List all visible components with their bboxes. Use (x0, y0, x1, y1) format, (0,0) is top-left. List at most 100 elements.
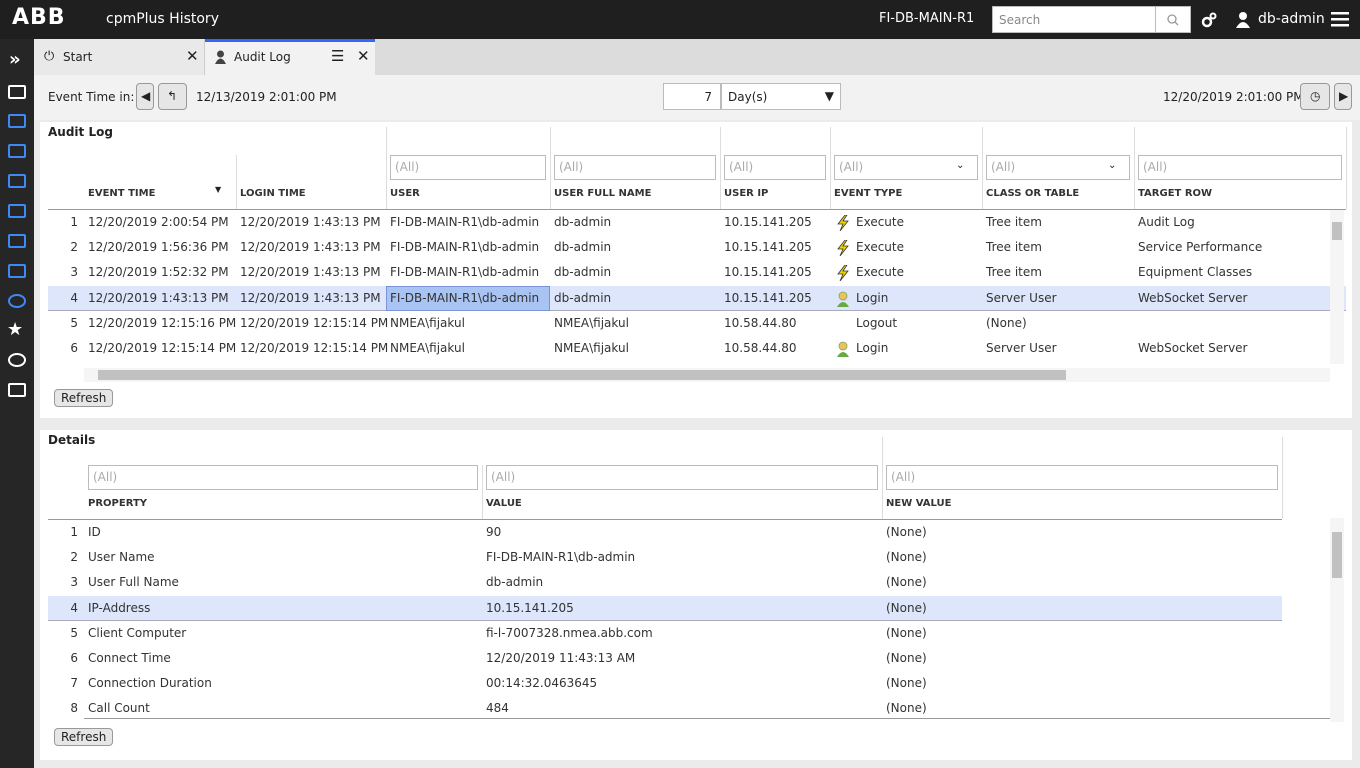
tab-close[interactable]: ✕ (186, 47, 199, 65)
user-name[interactable]: db-admin (1258, 11, 1325, 27)
cell: 10.58.44.80 (724, 315, 797, 330)
cell: Connect Time (88, 651, 171, 665)
filter-input[interactable]: (All) (886, 465, 1278, 490)
row-number: 5 (70, 625, 78, 640)
tab[interactable]: ⏻ Start ✕ (34, 39, 205, 75)
cell: Server User (986, 290, 1057, 305)
row-highlight (48, 285, 1346, 311)
logo: ABB (12, 5, 66, 30)
execute-icon (836, 239, 850, 257)
column-header: CLASS OR TABLE (986, 188, 1080, 199)
filter-dropdown[interactable]: ⌄ (956, 160, 965, 171)
filter-input[interactable]: (All) (986, 155, 1130, 180)
now-button[interactable]: ◷ (1300, 83, 1330, 110)
expand-icon[interactable]: » (9, 49, 21, 70)
search-button[interactable] (1155, 6, 1191, 33)
server: FI-DB-MAIN-R1 (879, 11, 975, 26)
cell: Tree item (986, 215, 1042, 229)
refresh-button[interactable]: Refresh (54, 389, 114, 407)
nav-icon[interactable] (8, 383, 26, 397)
row-number: 7 (70, 676, 78, 691)
nav-icon[interactable] (8, 264, 26, 278)
row-number: 6 (70, 651, 78, 665)
filter-input[interactable]: (All) (390, 155, 546, 180)
cell: FI-DB-MAIN-R1\db-admin (390, 290, 540, 305)
cell: (None) (886, 701, 927, 716)
tab-menu[interactable]: ☰ (331, 47, 345, 65)
cell: 10.15.141.205 (724, 290, 812, 305)
nav-icon[interactable] (8, 174, 26, 188)
login-icon (836, 291, 850, 307)
nav-icon[interactable] (8, 234, 26, 248)
cell: 12/20/2019 12:15:14 PM (240, 315, 389, 330)
cell: Login (856, 341, 889, 355)
column-header: USER FULL NAME (554, 188, 652, 199)
prev-button[interactable]: ◀ (136, 83, 154, 110)
sidebar: » ★ (0, 39, 34, 768)
scroll-thumb (98, 370, 1066, 380)
cell: 10.15.141.205 (724, 265, 812, 280)
cell: (None) (886, 575, 927, 590)
cell: 10.15.141.205 (486, 600, 574, 615)
tab-close[interactable]: ✕ (357, 47, 370, 65)
cell: (None) (886, 550, 927, 565)
cell: db-admin (554, 215, 612, 229)
settings-icon[interactable] (1200, 11, 1218, 29)
next-button[interactable]: ▶ (1334, 83, 1352, 110)
column-separator (1282, 437, 1283, 519)
cell: Logout (856, 315, 898, 330)
nav-icon[interactable] (8, 85, 26, 99)
cell: User Full Name (88, 575, 179, 590)
cell: Connection Duration (88, 676, 212, 691)
filter-input[interactable]: (All) (88, 465, 478, 490)
menu-icon[interactable] (1331, 12, 1349, 28)
cell: 10.58.44.80 (724, 341, 797, 355)
nav-icon[interactable] (8, 144, 26, 158)
end-time: 12/20/2019 2:01:00 PM (1163, 90, 1304, 104)
cell: 12/20/2019 2:00:54 PM (88, 215, 229, 229)
scrollbar-v (1330, 210, 1344, 364)
nav-icon[interactable] (8, 294, 26, 308)
nav-icon[interactable] (8, 353, 26, 367)
tab[interactable]: Audit Log ☰ ✕ (205, 39, 375, 75)
nav-icon[interactable] (8, 204, 26, 218)
cell: (None) (886, 600, 927, 615)
filter-input[interactable]: (All) (834, 155, 978, 180)
column-header: NEW VALUE (886, 498, 952, 509)
count-input[interactable]: 7 (663, 83, 721, 110)
selected-cell (386, 285, 550, 311)
execute-icon (836, 264, 850, 282)
cell: NMEA\fijakul (554, 341, 629, 355)
search-box[interactable]: Search (992, 6, 1156, 33)
refresh-button[interactable]: Refresh (54, 728, 114, 746)
column-separator (830, 127, 831, 209)
user-icon[interactable] (1236, 11, 1250, 29)
filter-input[interactable]: (All) (554, 155, 716, 180)
sort-indicator: ▼ (215, 185, 222, 194)
range-button[interactable]: ↰ (158, 83, 187, 110)
cell: Execute (856, 240, 904, 255)
unit-select[interactable]: Day(s) ▼ (721, 83, 841, 110)
row-number: 1 (70, 525, 78, 539)
favorites-icon[interactable]: ★ (7, 319, 24, 340)
toolbar: Event Time in: ◀ ↰ 12/13/2019 2:01:00 PM… (34, 75, 1360, 120)
details-panel: Details (All) PROPERTY (All) VALUE (All) NEW V… (40, 430, 1352, 760)
filter-dropdown[interactable]: ⌄ (1108, 160, 1117, 171)
column-header: VALUE (486, 498, 522, 509)
unit: Day(s) (728, 90, 768, 104)
cell: Server User (986, 341, 1057, 355)
nav-icon[interactable] (8, 114, 26, 128)
cell: (None) (886, 625, 927, 640)
filter-input[interactable]: (All) (1138, 155, 1342, 180)
filter-input[interactable]: (All) (486, 465, 878, 490)
cell: db-admin (554, 290, 612, 305)
filter-input[interactable]: (All) (724, 155, 826, 180)
column-header: EVENT TYPE (834, 188, 903, 199)
row-number: 6 (70, 341, 78, 355)
cell: 12/20/2019 12:15:14 PM (240, 341, 389, 355)
cell: FI-DB-MAIN-R1\db-admin (390, 240, 540, 255)
header: ABB cpmPlus History FI-DB-MAIN-R1 Search… (0, 0, 1360, 39)
tab-label: Start (63, 50, 93, 64)
row-number: 2 (70, 240, 78, 255)
start-time: 12/13/2019 2:01:00 PM (196, 90, 337, 104)
